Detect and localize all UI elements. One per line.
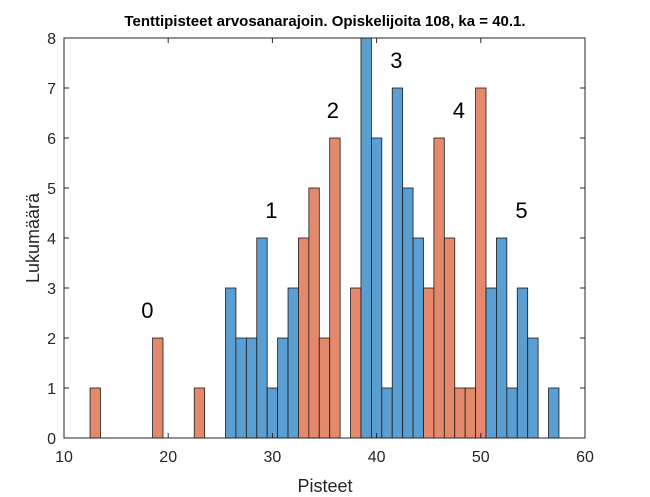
bar-47 — [443, 237, 456, 439]
x-tick-label-30: 30 — [264, 449, 282, 466]
bar-32 — [287, 287, 299, 439]
x-axis-ticks: 10 20 30 40 50 60 — [55, 38, 594, 466]
bar-54 — [516, 287, 529, 439]
x-tick-label-20: 20 — [159, 449, 177, 466]
grade-label-0: 0 — [141, 298, 153, 323]
y-axis-label: Lukumäärä — [23, 192, 43, 283]
y-tick-label-2: 2 — [47, 331, 56, 348]
bar-33 — [298, 237, 310, 439]
bar-28 — [245, 337, 258, 439]
bar-29 — [256, 237, 268, 439]
bar-51 — [485, 287, 497, 439]
bar-35 — [318, 337, 331, 439]
bar-53 — [506, 387, 518, 439]
x-tick-label-50: 50 — [472, 449, 490, 466]
y-tick-label-0: 0 — [47, 431, 56, 448]
y-axis-ticks: 0 1 2 3 4 5 6 7 8 — [47, 31, 585, 448]
bar-23 — [193, 387, 206, 439]
grade-label-3: 3 — [390, 48, 402, 73]
y-tick-label-1: 1 — [47, 381, 56, 398]
bar-42 — [391, 87, 404, 439]
bar-50 — [475, 87, 487, 439]
bar-57 — [548, 387, 560, 439]
grade-label-1: 1 — [265, 198, 277, 223]
bar-19 — [152, 337, 164, 439]
bar-45 — [423, 287, 435, 439]
bar-41 — [381, 387, 393, 439]
y-tick-label-4: 4 — [47, 231, 56, 248]
x-tick-label-40: 40 — [368, 449, 386, 466]
bar-34 — [308, 187, 320, 439]
grade-annotations: 0 1 2 3 4 5 — [141, 48, 527, 323]
bar-40 — [370, 137, 383, 439]
bar-43 — [402, 187, 414, 439]
grade-label-2: 2 — [327, 98, 339, 123]
bar-31 — [277, 337, 289, 439]
x-tick-label-60: 60 — [576, 449, 594, 466]
bar-55 — [527, 337, 539, 439]
bar-46 — [433, 137, 445, 439]
bar-48 — [454, 387, 466, 439]
bar-44 — [412, 237, 424, 439]
chart-title: Tenttipisteet arvosanarajoin. Opiskelijo… — [124, 13, 525, 30]
bars-group — [89, 37, 560, 439]
bar-39 — [360, 37, 372, 439]
grade-label-5: 5 — [515, 198, 527, 223]
bar-52 — [496, 237, 508, 439]
bar-26 — [225, 287, 237, 439]
y-tick-label-7: 7 — [47, 81, 56, 98]
grade-label-4: 4 — [453, 98, 465, 123]
bar-36 — [329, 137, 341, 439]
x-tick-label-10: 10 — [55, 449, 73, 466]
y-tick-label-8: 8 — [47, 31, 56, 48]
bar-13 — [89, 387, 101, 439]
bar-38 — [350, 287, 362, 439]
y-tick-label-6: 6 — [47, 131, 56, 148]
bar-49 — [464, 387, 476, 439]
x-axis-label: Pisteet — [297, 476, 352, 496]
bar-27 — [235, 337, 247, 439]
y-tick-label-5: 5 — [47, 181, 56, 198]
bar-30 — [266, 387, 279, 439]
y-tick-label-3: 3 — [47, 281, 56, 298]
